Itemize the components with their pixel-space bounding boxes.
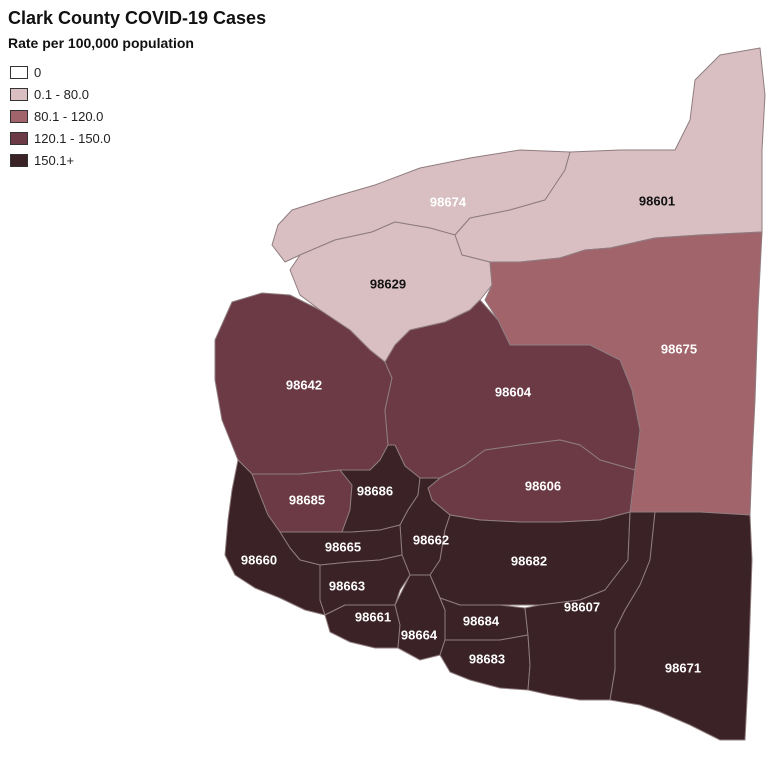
zip-label-98629: 98629 [370, 276, 406, 291]
zip-label-98642: 98642 [286, 377, 322, 392]
zip-label-98664: 98664 [401, 627, 438, 642]
zip-area-98663[interactable] [319, 554, 411, 616]
zip-area-98671[interactable] [609, 511, 753, 741]
legend-swatch-low [10, 87, 28, 101]
zip-label-98671: 98671 [665, 660, 701, 675]
legend-label: 150.1+ [34, 152, 75, 168]
legend-item: 0 [10, 61, 111, 83]
legend: 0 0.1 - 80.0 80.1 - 120.0 120.1 - 150.0 … [10, 61, 111, 171]
zip-label-98685: 98685 [289, 492, 325, 507]
legend-swatch-mid [10, 109, 28, 123]
map-subtitle: Rate per 100,000 population [8, 35, 194, 51]
legend-label: 0.1 - 80.0 [34, 86, 89, 102]
legend-swatch-top [10, 153, 28, 167]
zip-label-98661: 98661 [355, 609, 391, 624]
zip-label-98665: 98665 [325, 539, 361, 554]
legend-item: 120.1 - 150.0 [10, 127, 111, 149]
zip-label-98663: 98663 [329, 578, 365, 593]
zip-label-98686: 98686 [357, 483, 393, 498]
legend-item: 0.1 - 80.0 [10, 83, 111, 105]
legend-label: 120.1 - 150.0 [34, 130, 111, 146]
zip-label-98662: 98662 [413, 532, 449, 547]
legend-item: 80.1 - 120.0 [10, 105, 111, 127]
zip-label-98683: 98683 [469, 651, 505, 666]
zip-label-98601: 98601 [639, 193, 675, 208]
legend-label: 0 [34, 64, 42, 80]
zip-label-98604: 98604 [495, 384, 532, 399]
zip-label-98606: 98606 [525, 478, 561, 493]
legend-item: 150.1+ [10, 149, 111, 171]
zip-label-98674: 98674 [430, 194, 467, 209]
map-title: Clark County COVID-19 Cases [8, 8, 267, 28]
legend-swatch-high [10, 131, 28, 145]
legend-swatch-zero [10, 65, 28, 79]
zip-label-98684: 98684 [463, 613, 500, 628]
zip-label-98682: 98682 [511, 553, 547, 568]
zip-label-98660: 98660 [241, 552, 277, 567]
zip-label-98607: 98607 [564, 599, 600, 614]
legend-label: 80.1 - 120.0 [34, 108, 104, 124]
zip-label-98675: 98675 [661, 341, 697, 356]
